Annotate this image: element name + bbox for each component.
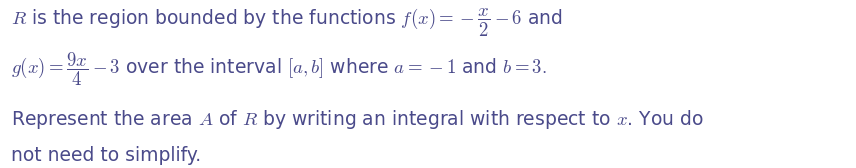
Text: $R$ is the region bounded by the functions $f(x) = -\dfrac{x}{2} - 6$ and: $R$ is the region bounded by the functio… <box>11 7 562 39</box>
Text: $g(x) = \dfrac{9x}{4} - 3$ over the interval $[a, b]$ where $a = -1$ and $b = 3.: $g(x) = \dfrac{9x}{4} - 3$ over the inte… <box>11 51 547 88</box>
Text: Represent the area $A$ of $R$ by writing an integral with respect to $x$. You do: Represent the area $A$ of $R$ by writing… <box>11 108 704 131</box>
Text: not need to simplify.: not need to simplify. <box>11 146 201 165</box>
